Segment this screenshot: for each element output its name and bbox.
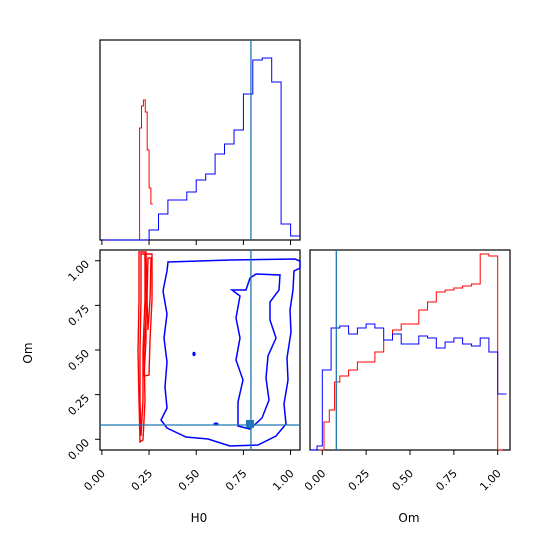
contour-blue-island-1 [192, 351, 196, 357]
panel-om-marginal-frame [309, 249, 511, 451]
2d-ytick-label-2: 0.50 [66, 347, 93, 374]
om-xtick-label-2: 0.50 [390, 467, 417, 494]
h0-hist-series-1 [101, 57, 300, 241]
om-hist-series-0 [318, 253, 503, 451]
om-xtick-label-3: 0.75 [433, 467, 460, 494]
contour-red-2 [143, 253, 153, 377]
h0-hist-series-0 [137, 99, 153, 241]
2d-ytick-label-3: 0.75 [66, 302, 93, 329]
panel-h0-marginal [99, 39, 301, 245]
contour-blue-outer [160, 258, 301, 447]
2d-ytick-label-0: 0.00 [66, 436, 93, 463]
2d-ytick-label-4: 1.00 [66, 258, 93, 285]
x-axis-label-om: Om [398, 511, 419, 525]
panel-om-marginal: 0.00 0.25 0.50 0.75 1.00 Om [302, 249, 511, 525]
panel-h0-om-2d: 0.00 0.25 0.50 0.75 1.00 0.00 0.25 0.50 0.75 1.00… [21, 249, 301, 525]
panel-h0-marginal-frame [99, 39, 301, 241]
om-xtick-label-4: 1.00 [477, 467, 504, 494]
contour-blue-inner [229, 273, 281, 430]
2d-xtick-label-1: 0.25 [129, 467, 156, 494]
2d-ytick-label-1: 0.25 [66, 392, 93, 419]
2d-xtick-label-4: 1.00 [270, 467, 297, 494]
om-hist-series-1 [310, 323, 507, 451]
x-axis-label-h0: H0 [191, 511, 208, 525]
2d-xtick-label-0: 0.00 [81, 467, 108, 494]
contour-red-0 [137, 251, 148, 444]
contour-red-3 [146, 257, 152, 331]
2d-xtick-label-2: 0.50 [176, 467, 203, 494]
2d-truth-marker [245, 420, 254, 428]
y-axis-label: Om [21, 342, 35, 363]
om-xtick-label-1: 0.25 [346, 467, 373, 494]
om-xtick-label-0: 0.00 [302, 467, 329, 494]
2d-xtick-label-3: 0.75 [223, 467, 250, 494]
